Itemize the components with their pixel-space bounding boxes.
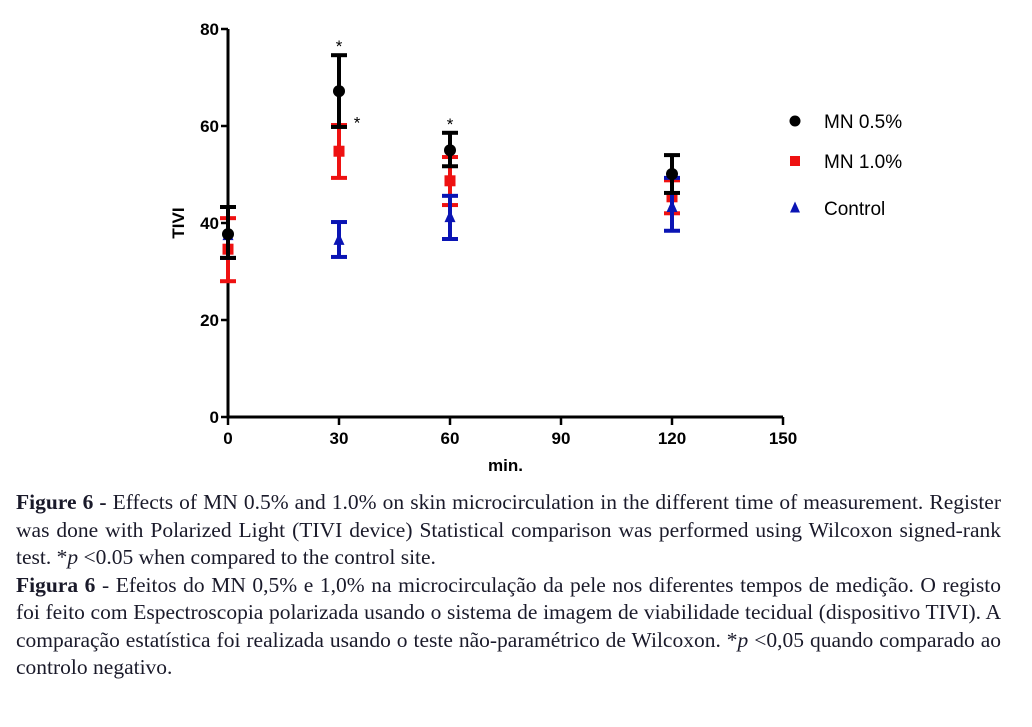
y-tick-label: 60 — [200, 117, 219, 136]
caption-portuguese: Figura 6 - Efeitos do MN 0,5% e 1,0% na … — [16, 572, 1001, 682]
point-mn-0-5 — [666, 168, 678, 181]
data-marks: * * * — [220, 37, 680, 284]
x-tick-label: 150 — [769, 429, 797, 448]
x-axis-title: min. — [488, 456, 523, 475]
caption-en-label: Figure 6 - — [16, 490, 107, 514]
y-tick-label: 0 — [210, 408, 219, 427]
y-tick-label: 40 — [200, 214, 219, 233]
x-tick-label: 120 — [658, 429, 686, 448]
axes: 0 20 40 60 80 0 30 60 90 120 150 min. TIVI — [169, 20, 797, 475]
y-tick-label: 80 — [200, 20, 219, 39]
point-mn-1-0 — [444, 175, 456, 187]
caption-en-p: p — [67, 545, 79, 569]
x-tick-label: 90 — [552, 429, 571, 448]
point-mn-0-5 — [333, 85, 345, 98]
legend-label: MN 1.0% — [824, 152, 902, 173]
point-control — [444, 210, 456, 223]
caption-english: Figure 6 - Effects of MN 0.5% and 1.0% o… — [16, 489, 1001, 572]
x-tick-label: 30 — [330, 429, 349, 448]
significance-marker: * — [447, 115, 454, 134]
y-tick-label: 20 — [200, 311, 219, 330]
point-control — [666, 199, 678, 212]
caption-pt-p: p — [737, 627, 749, 652]
point-control — [333, 232, 345, 245]
legend-label: MN 0.5% — [824, 112, 902, 133]
point-mn-0-5 — [222, 228, 234, 241]
x-tick-label: 0 — [223, 429, 232, 448]
caption-pt-tail: <0,05 quando comparado ao controlo negat… — [16, 627, 1001, 680]
legend-label: Control — [824, 199, 885, 220]
chart: 0 20 40 60 80 0 30 60 90 120 150 min. TIVI * * * MN 0.… — [169, 20, 902, 475]
significance-marker: * — [336, 37, 343, 56]
legend-marker — [789, 115, 801, 127]
point-mn-1-0 — [333, 145, 345, 157]
y-axis-title: TIVI — [169, 207, 188, 238]
legend-marker — [790, 201, 800, 213]
x-tick-label: 60 — [441, 429, 460, 448]
legend-marker — [790, 156, 800, 166]
point-mn-0-5 — [444, 144, 456, 157]
caption-pt-label: Figura 6 — [16, 572, 96, 597]
caption-pt-text: - Efeitos do MN 0,5% e 1,0% na microcirc… — [16, 572, 1001, 652]
legend: MN 0.5% MN 1.0% Control — [789, 112, 902, 220]
caption-en-text: Effects of MN 0.5% and 1.0% on skin micr… — [16, 490, 1001, 569]
significance-marker: * — [354, 114, 361, 133]
figure-caption: Figure 6 - Effects of MN 0.5% and 1.0% o… — [16, 489, 1001, 682]
caption-en-tail: <0.05 when compared to the control site. — [78, 545, 436, 569]
